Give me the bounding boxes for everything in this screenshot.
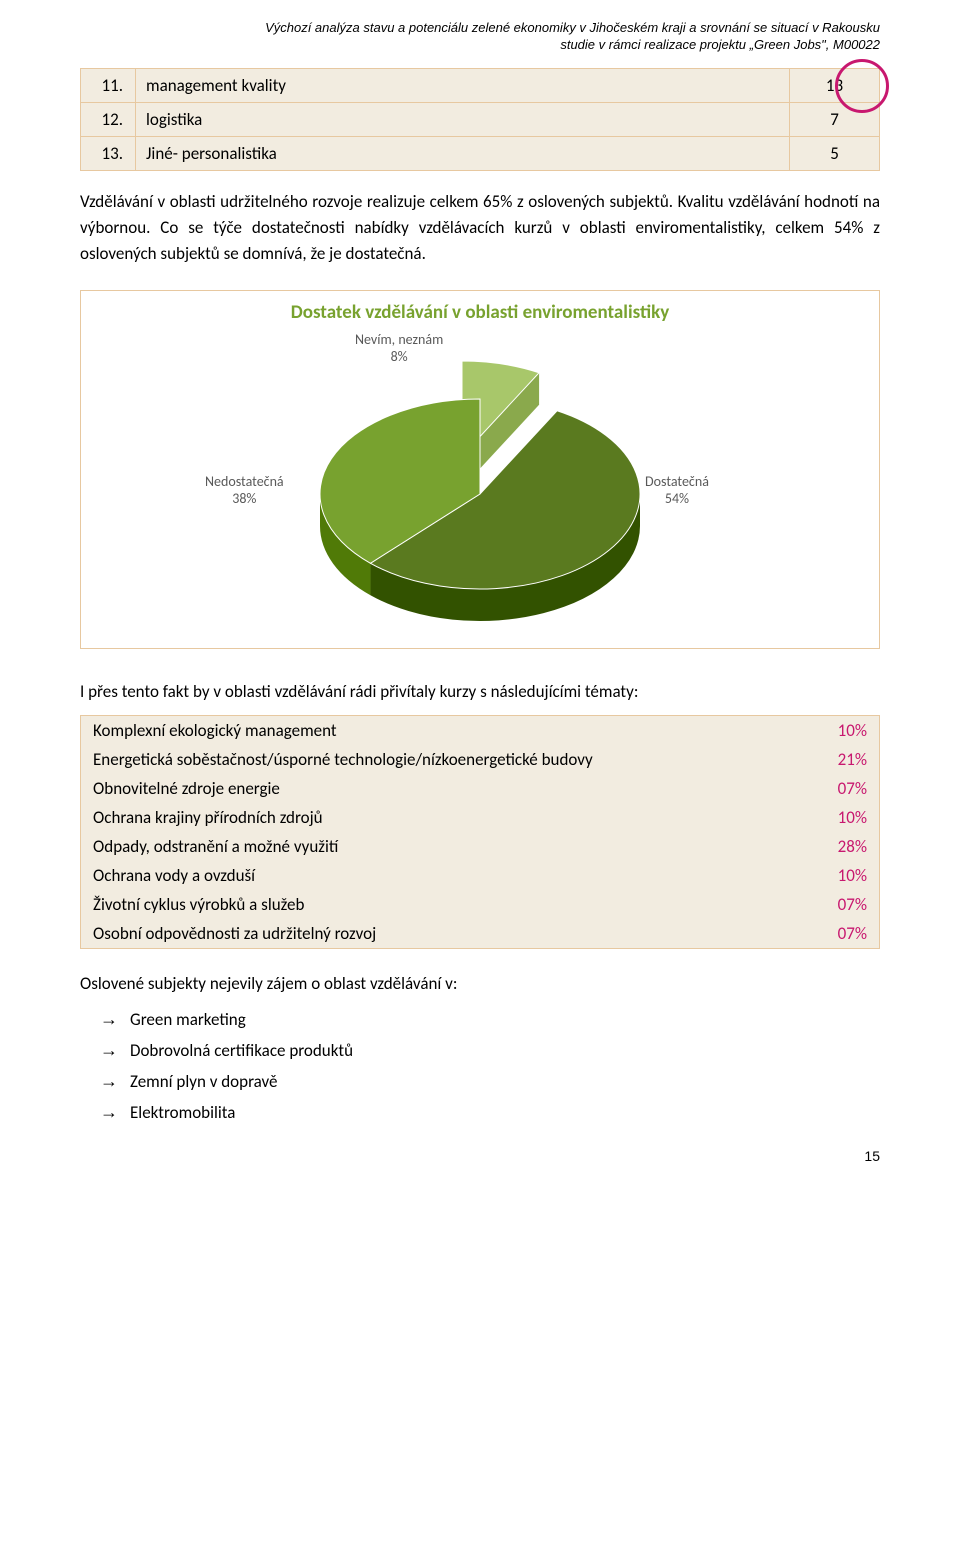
- paragraph-3: Oslovené subjekty nejevily zájem o oblas…: [80, 973, 880, 994]
- table-row: Obnovitelné zdroje energie07%: [81, 774, 880, 803]
- pie-slice-label: Dostatečná54%: [645, 474, 709, 508]
- row-value: 5: [790, 136, 880, 170]
- table-row: Komplexní ekologický management10%: [81, 716, 880, 746]
- topic-percent: 07%: [810, 919, 880, 949]
- pie-chart-container: Dostatek vzdělávání v oblasti enviroment…: [80, 290, 880, 649]
- topic-label: Energetická soběstačnost/úsporné technol…: [81, 745, 810, 774]
- chart-title: Dostatek vzdělávání v oblasti enviroment…: [85, 301, 875, 324]
- row-value: 7: [790, 102, 880, 136]
- topic-percent: 10%: [810, 861, 880, 890]
- paragraph-2: I přes tento fakt by v oblasti vzděláván…: [80, 679, 880, 705]
- topic-label: Komplexní ekologický management: [81, 716, 810, 746]
- table-row: Ochrana krajiny přírodních zdrojů10%: [81, 803, 880, 832]
- list-item: Zemní plyn v dopravě: [100, 1066, 880, 1097]
- table-row: 11.management kvality13: [81, 68, 880, 102]
- topic-label: Osobní odpovědnosti za udržitelný rozvoj: [81, 919, 810, 949]
- header-line-1: Výchozí analýza stavu a potenciálu zelen…: [80, 20, 880, 37]
- percentage-table: Komplexní ekologický management10%Energe…: [80, 715, 880, 949]
- row-number: 11.: [81, 68, 136, 102]
- arrow-list: Green marketingDobrovolná certifikace pr…: [100, 1004, 880, 1128]
- table-row: Energetická soběstačnost/úsporné technol…: [81, 745, 880, 774]
- table-row: Osobní odpovědnosti za udržitelný rozvoj…: [81, 919, 880, 949]
- list-item: Elektromobilita: [100, 1097, 880, 1128]
- row-number: 12.: [81, 102, 136, 136]
- pie-slice-label: Nevím, neznám8%: [355, 332, 443, 366]
- pie-chart-svg: [85, 324, 875, 644]
- topic-label: Ochrana vody a ovzduší: [81, 861, 810, 890]
- row-number: 13.: [81, 136, 136, 170]
- topic-percent: 21%: [810, 745, 880, 774]
- pie-slice-label: Nedostatečná38%: [205, 474, 284, 508]
- list-item: Green marketing: [100, 1004, 880, 1035]
- topic-label: Obnovitelné zdroje energie: [81, 774, 810, 803]
- table-row: 13.Jiné- personalistika5: [81, 136, 880, 170]
- table-row: Životní cyklus výrobků a služeb07%: [81, 890, 880, 919]
- topic-label: Odpady, odstranění a možné využití: [81, 832, 810, 861]
- topic-percent: 10%: [810, 716, 880, 746]
- table-row: 12.logistika7: [81, 102, 880, 136]
- header-line-2: studie v rámci realizace projektu „Green…: [80, 37, 880, 54]
- topic-percent: 07%: [810, 890, 880, 919]
- top-table: 11.management kvality1312.logistika713.J…: [80, 68, 880, 171]
- topic-percent: 07%: [810, 774, 880, 803]
- topic-percent: 28%: [810, 832, 880, 861]
- paragraph-1: Vzdělávání v oblasti udržitelného rozvoj…: [80, 189, 880, 268]
- topic-percent: 10%: [810, 803, 880, 832]
- table-row: Odpady, odstranění a možné využití28%: [81, 832, 880, 861]
- row-label: logistika: [136, 102, 790, 136]
- topic-label: Ochrana krajiny přírodních zdrojů: [81, 803, 810, 832]
- list-item: Dobrovolná certifikace produktů: [100, 1035, 880, 1066]
- table-row: Ochrana vody a ovzduší10%: [81, 861, 880, 890]
- page-number: 15: [80, 1148, 880, 1164]
- row-value: 13: [790, 68, 880, 102]
- page-header: Výchozí analýza stavu a potenciálu zelen…: [80, 20, 880, 54]
- row-label: management kvality: [136, 68, 790, 102]
- chart-area: Dostatečná54% Nedostatečná38% Nevím, nezná…: [85, 324, 875, 644]
- topic-label: Životní cyklus výrobků a služeb: [81, 890, 810, 919]
- row-label: Jiné- personalistika: [136, 136, 790, 170]
